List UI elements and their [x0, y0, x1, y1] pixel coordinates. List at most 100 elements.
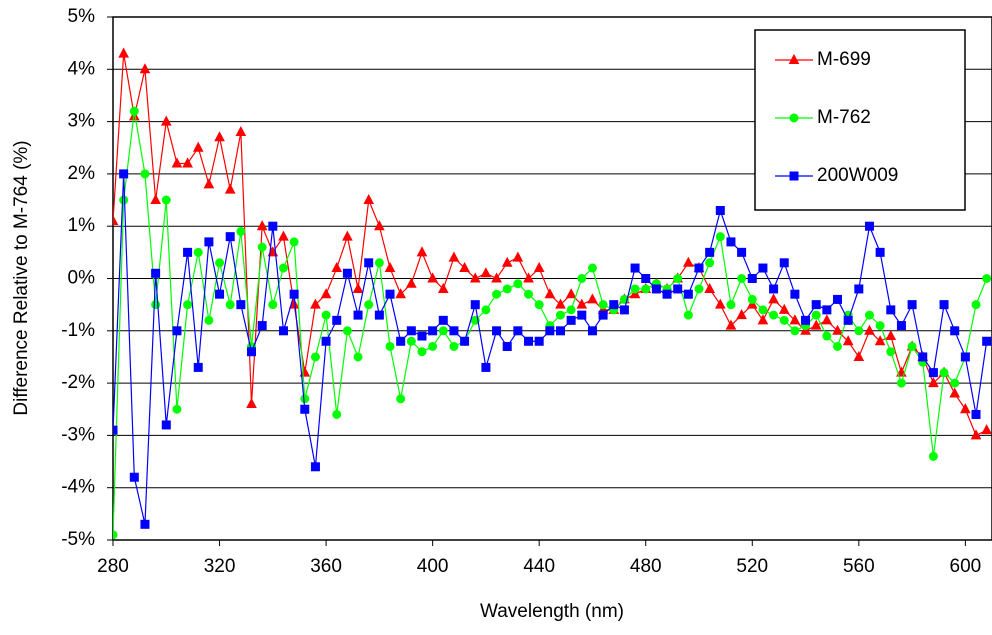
- y-tick-label: 4%: [68, 58, 96, 79]
- marker: [428, 326, 438, 336]
- y-tick-label: 2%: [68, 163, 96, 184]
- marker: [183, 300, 193, 310]
- y-tick-label: -4%: [61, 477, 95, 498]
- marker: [513, 326, 523, 336]
- marker: [587, 263, 597, 273]
- marker: [449, 326, 459, 336]
- marker: [470, 300, 480, 310]
- marker: [438, 326, 448, 336]
- marker: [726, 300, 736, 310]
- marker: [524, 289, 534, 299]
- marker: [417, 331, 427, 341]
- marker: [257, 242, 267, 252]
- marker: [353, 352, 363, 362]
- x-tick-label: 600: [950, 556, 982, 577]
- marker: [533, 261, 545, 273]
- marker: [555, 310, 565, 320]
- y-tick-label: -2%: [61, 372, 95, 393]
- marker: [469, 272, 481, 283]
- marker: [587, 326, 597, 336]
- plot-area: [113, 47, 992, 540]
- marker: [832, 324, 843, 335]
- marker: [918, 352, 928, 362]
- marker: [907, 341, 917, 351]
- y-tick-label: 3%: [68, 111, 96, 132]
- marker: [683, 256, 694, 267]
- marker: [886, 305, 896, 315]
- marker: [427, 272, 438, 283]
- marker: [395, 288, 407, 299]
- marker: [492, 289, 502, 299]
- marker: [437, 282, 449, 293]
- legend-label: 200W009: [817, 165, 898, 186]
- marker: [374, 220, 385, 231]
- marker: [428, 341, 438, 351]
- y-axis-label: Difference Relative to M-764 (%): [11, 140, 32, 415]
- marker: [502, 284, 512, 294]
- marker: [353, 310, 363, 320]
- x-tick-label: 320: [204, 556, 236, 577]
- marker: [491, 272, 502, 283]
- marker: [534, 300, 544, 310]
- marker: [715, 232, 725, 242]
- marker: [300, 404, 310, 414]
- marker: [246, 397, 257, 409]
- marker: [950, 326, 960, 336]
- marker: [396, 394, 406, 404]
- marker: [811, 310, 821, 320]
- marker: [235, 125, 247, 137]
- legend-label: M-699: [817, 49, 871, 70]
- marker: [651, 284, 661, 294]
- marker: [310, 462, 320, 472]
- marker: [331, 261, 343, 273]
- marker: [320, 288, 332, 299]
- y-tick-label: 1%: [68, 215, 96, 236]
- marker: [886, 347, 896, 357]
- marker: [747, 274, 757, 283]
- marker: [715, 206, 725, 216]
- marker: [598, 300, 608, 310]
- marker: [907, 300, 917, 310]
- marker: [833, 294, 843, 304]
- marker: [801, 315, 811, 325]
- marker: [385, 341, 395, 351]
- marker: [139, 63, 151, 74]
- marker: [289, 237, 299, 247]
- marker: [512, 251, 524, 262]
- marker: [842, 335, 854, 346]
- marker: [192, 141, 204, 152]
- marker: [203, 178, 215, 189]
- marker: [705, 258, 715, 268]
- marker: [769, 284, 779, 294]
- marker: [704, 282, 715, 293]
- marker: [673, 274, 683, 283]
- marker: [864, 221, 874, 231]
- marker: [758, 305, 768, 315]
- marker: [822, 305, 832, 315]
- marker: [332, 409, 342, 419]
- marker: [119, 195, 129, 205]
- marker: [747, 294, 757, 304]
- marker: [492, 326, 502, 336]
- marker: [928, 377, 939, 388]
- marker: [459, 261, 470, 273]
- marker: [896, 378, 906, 388]
- marker: [939, 300, 949, 310]
- marker: [406, 336, 416, 346]
- marker: [140, 519, 150, 529]
- marker: [113, 425, 118, 435]
- marker: [821, 314, 833, 325]
- marker: [501, 256, 513, 267]
- marker: [480, 267, 492, 278]
- marker: [673, 284, 683, 294]
- marker: [278, 263, 288, 273]
- marker: [118, 47, 129, 58]
- y-tick-label: -5%: [61, 529, 95, 550]
- marker: [523, 272, 534, 283]
- plot-border: [112, 16, 992, 541]
- marker: [950, 378, 960, 388]
- marker: [225, 232, 235, 242]
- marker: [811, 300, 821, 310]
- marker: [524, 336, 534, 346]
- marker: [161, 420, 171, 430]
